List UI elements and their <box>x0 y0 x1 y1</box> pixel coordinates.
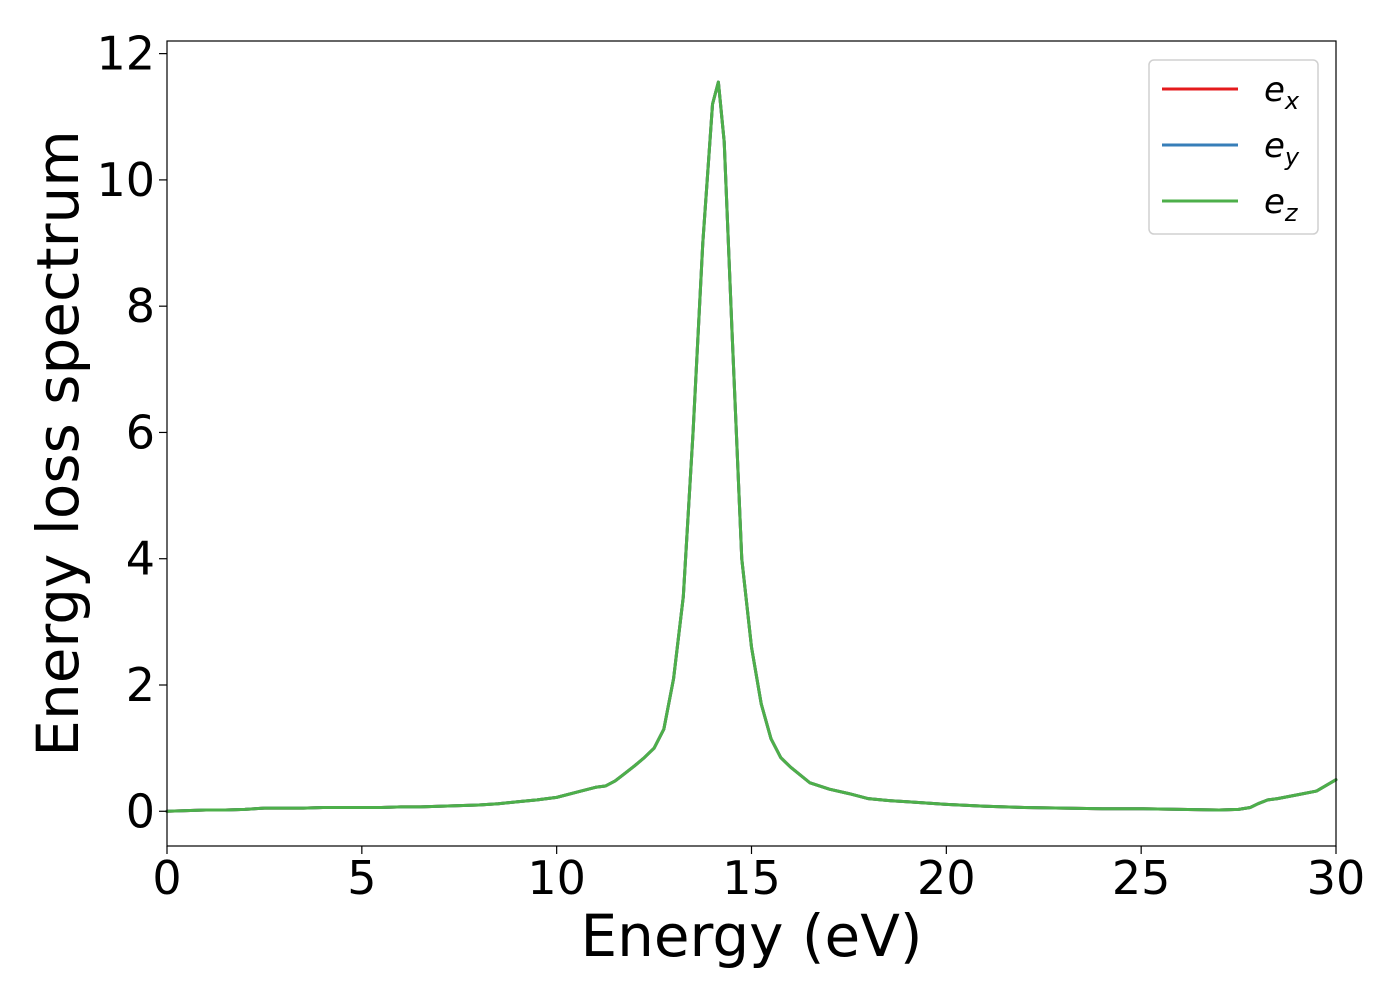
plot-area <box>165 40 1338 847</box>
legend-label-subscript: y <box>1284 143 1300 171</box>
y-tick-label: 6 <box>126 405 155 459</box>
x-tick-label: 5 <box>347 851 376 905</box>
y-tick-label: 8 <box>126 279 155 333</box>
x-axis: 0 5 10 15 20 25 30 <box>152 846 1365 905</box>
x-tick-label: 10 <box>527 851 586 905</box>
legend-box <box>1148 59 1319 235</box>
x-tick-label: 25 <box>1112 851 1171 905</box>
y-tick-label: 4 <box>126 532 155 586</box>
y-axis: 0 2 4 6 8 10 12 <box>96 27 167 838</box>
y-tick-label: 2 <box>126 658 155 712</box>
x-tick-label: 20 <box>917 851 976 905</box>
y-tick-label: 12 <box>96 27 155 81</box>
x-axis-label: Energy (eV) <box>580 902 922 970</box>
y-tick-label: 10 <box>96 153 155 207</box>
series-line-ez <box>165 80 1338 813</box>
x-tick-label: 15 <box>722 851 781 905</box>
y-axis-label: Energy loss spectrum <box>24 130 92 756</box>
legend-label-subscript: x <box>1284 87 1300 115</box>
x-tick-label: 0 <box>152 851 181 905</box>
legend-label-subscript: z <box>1284 199 1299 227</box>
x-tick-label: 30 <box>1307 851 1366 905</box>
y-tick-label: 0 <box>126 784 155 838</box>
